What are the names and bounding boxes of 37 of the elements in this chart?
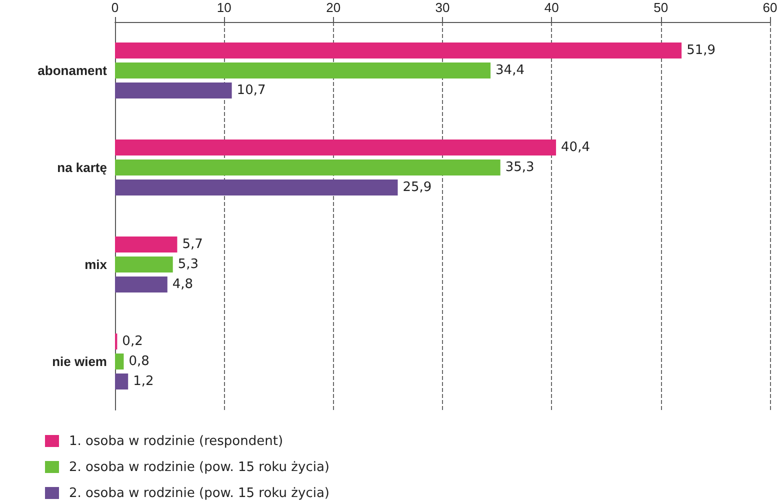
bar [115,160,500,176]
x-tick-label: 20 [326,0,341,15]
data-label: 0,8 [128,354,150,369]
legend-label: 2. osoba w rodzinie (pow. 15 roku życia) [69,460,330,474]
x-tick-label: 10 [216,0,232,15]
legend-label: 2. osoba w rodzinie (pow. 15 roku życia) [69,486,330,500]
x-tick-label: 60 [762,0,778,15]
data-label: 0,2 [122,334,143,349]
data-label: 5,3 [178,257,199,272]
bar [115,276,168,292]
data-label: 34,4 [496,63,524,78]
bar [115,354,124,370]
y-tick-label: na kartę [57,160,107,175]
bar [115,62,491,78]
data-label: 40,4 [561,140,590,155]
data-label: 25,9 [402,180,432,195]
x-tick-label: 0 [111,0,119,15]
x-tick-label: 50 [654,0,668,15]
data-label: 51,9 [686,43,716,58]
bar [115,82,232,98]
data-label: 35,3 [505,160,534,175]
bar [115,42,682,58]
x-tick-label: 30 [435,0,450,15]
legend-label: 1. osoba w rodzinie (respondent) [69,434,284,448]
x-tick-label: 40 [544,0,559,15]
y-tick-label: nie wiem [52,354,107,369]
bar [115,256,173,272]
y-tick-label: abonament [38,63,108,78]
data-label: 5,7 [182,237,203,252]
bar [115,374,128,390]
bar [115,180,398,196]
data-label: 1,2 [133,374,154,389]
bar [115,236,178,252]
data-label: 4,8 [172,277,194,292]
bar [115,140,556,156]
y-tick-label: mix [84,257,108,272]
data-label: 10,7 [236,83,266,98]
